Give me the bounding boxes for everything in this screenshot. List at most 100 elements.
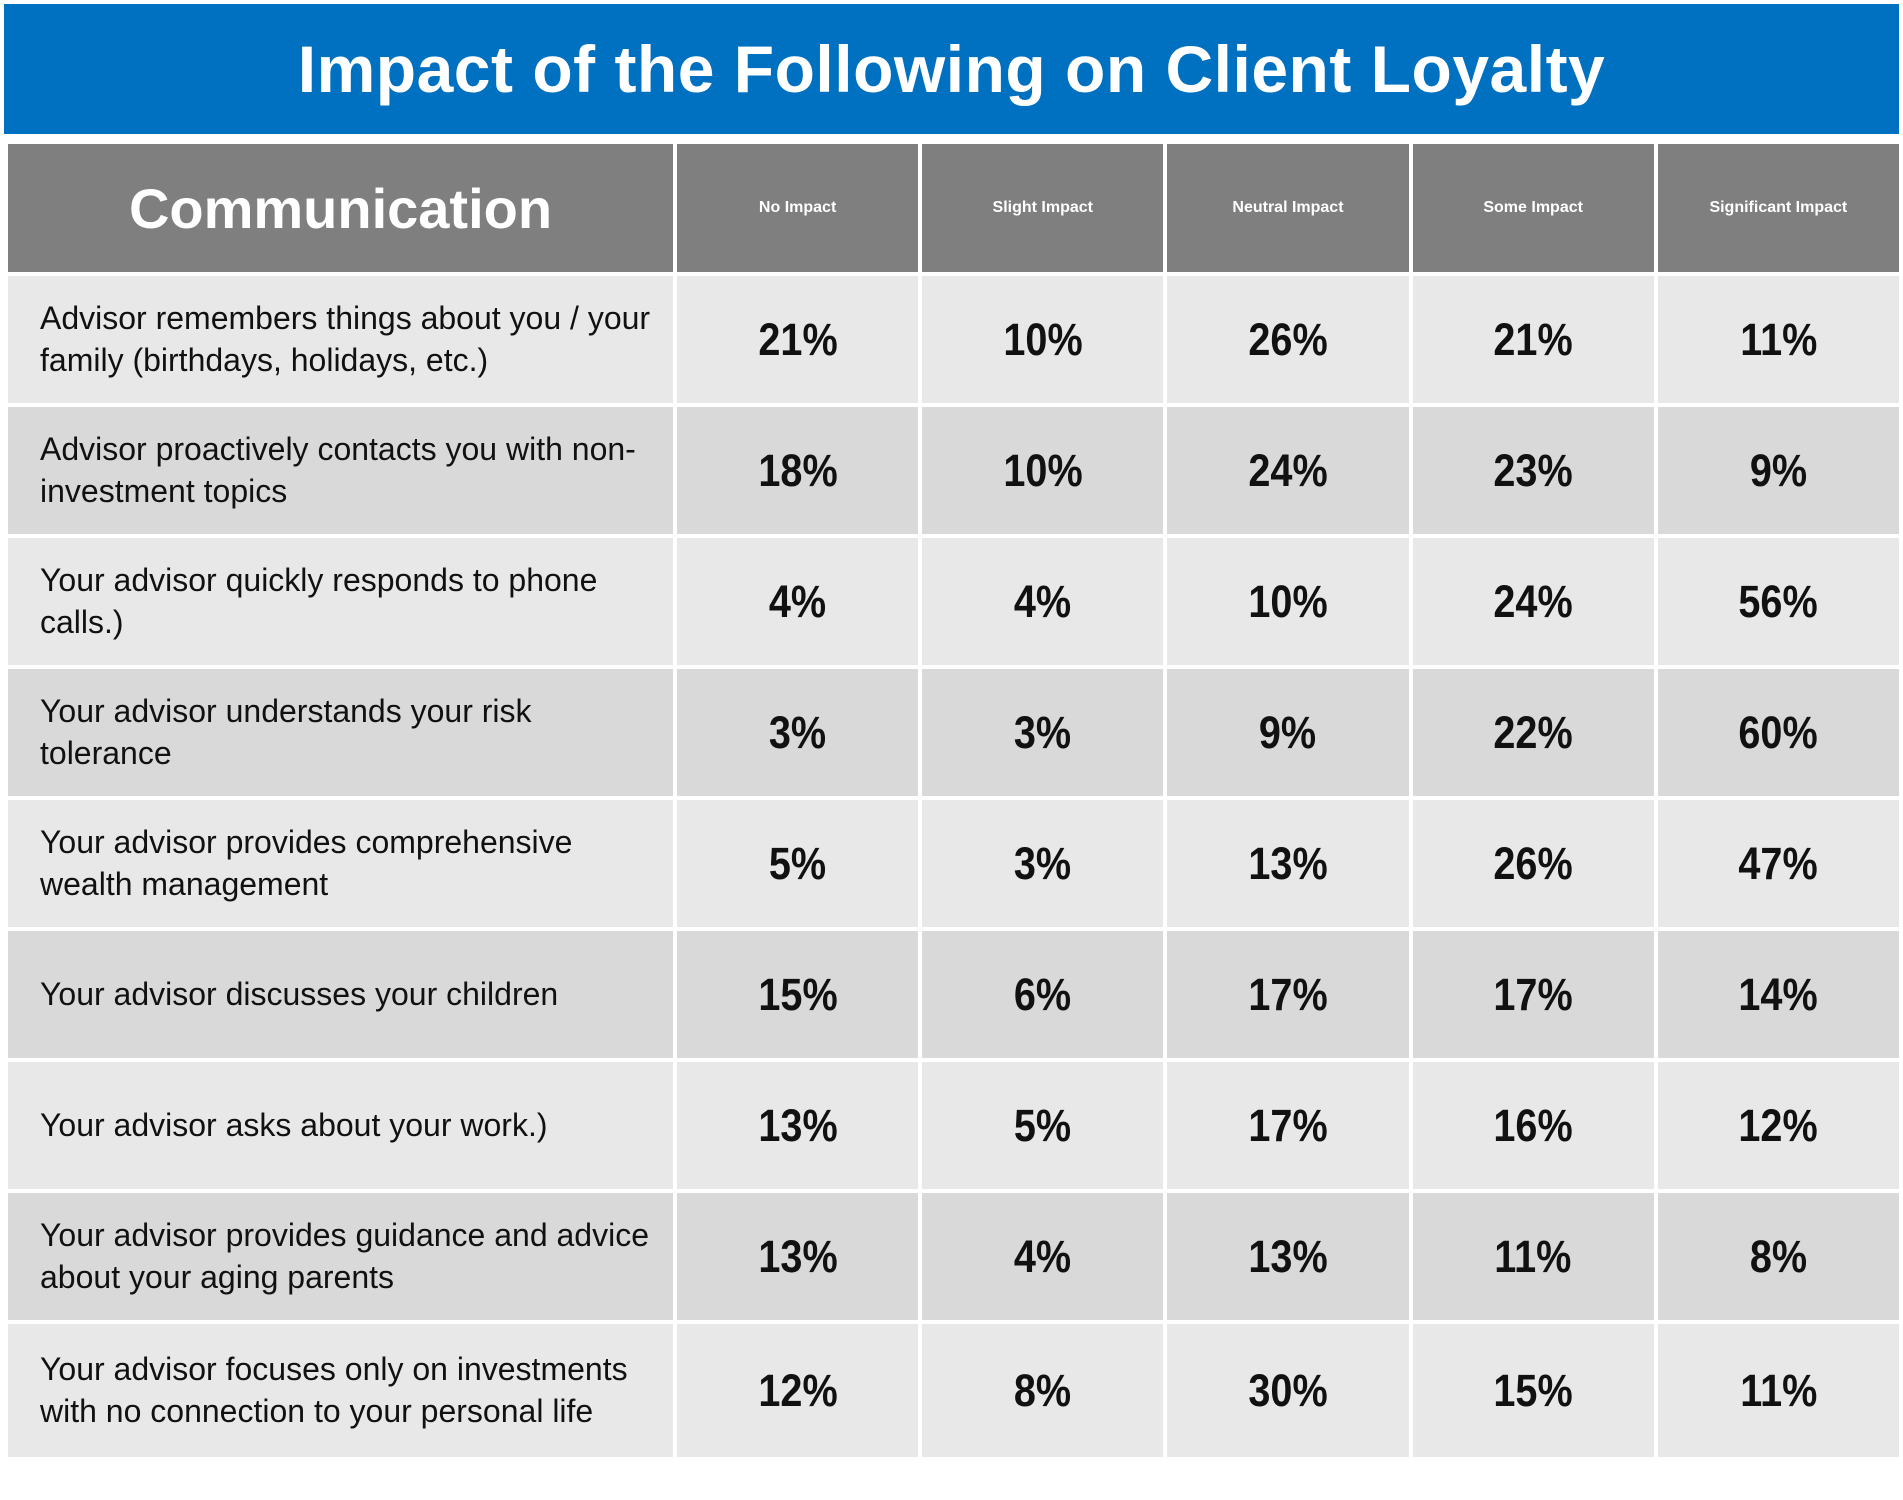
value-label: 17% [1248, 1099, 1328, 1151]
loyalty-table: Communication No Impact Slight Impact Ne… [4, 140, 1903, 1461]
value-label: 8% [1014, 1364, 1072, 1416]
header-label-neutral-impact: Neutral Impact [1232, 199, 1344, 216]
value-label: 3% [1014, 837, 1072, 889]
row-label: Advisor proactively contacts you with no… [4, 403, 677, 538]
header-cell-neutral-impact: Neutral Impact [1163, 140, 1413, 276]
value-cell: 3% [918, 796, 1168, 931]
value-label: 26% [1248, 313, 1328, 365]
header-communication: Communication [4, 140, 677, 276]
value-cell: 3% [918, 665, 1168, 800]
header-label-some-impact: Some Impact [1483, 199, 1583, 216]
value-label: 24% [1248, 444, 1328, 496]
value-cell: 13% [1163, 796, 1413, 931]
value-cell: 13% [1163, 1189, 1413, 1324]
value-cell: 47% [1653, 796, 1903, 931]
table-row: Advisor proactively contacts you with no… [4, 403, 1903, 538]
header-cell-slight-impact: Slight Impact [918, 140, 1168, 276]
value-cell: 22% [1408, 665, 1658, 800]
header-cell-some-impact: Some Impact [1408, 140, 1658, 276]
value-label: 5% [768, 837, 827, 889]
value-label: 9% [1259, 706, 1317, 758]
value-label: 11% [1494, 1230, 1572, 1282]
value-label: 11% [1739, 1364, 1817, 1416]
table-row: Your advisor understands your risk toler… [4, 665, 1903, 800]
value-cell: 17% [1163, 927, 1413, 1062]
value-cell: 18% [672, 403, 923, 538]
table-row: Your advisor provides guidance and advic… [4, 1189, 1903, 1324]
value-cell: 11% [1408, 1189, 1658, 1324]
value-cell: 10% [1163, 534, 1413, 669]
table-row: Your advisor focuses only on investments… [4, 1320, 1903, 1461]
value-label: 13% [757, 1099, 838, 1151]
value-cell: 17% [1163, 1058, 1413, 1193]
value-cell: 8% [918, 1320, 1168, 1461]
value-cell: 5% [918, 1058, 1168, 1193]
value-label: 47% [1738, 837, 1818, 889]
value-label: 12% [757, 1364, 838, 1416]
value-label: 9% [1749, 444, 1807, 496]
value-cell: 13% [672, 1058, 923, 1193]
value-label: 22% [1493, 706, 1573, 758]
value-cell: 23% [1408, 403, 1658, 538]
row-label: Advisor remembers things about you / you… [4, 272, 677, 407]
title-bar: Impact of the Following on Client Loyalt… [4, 4, 1899, 134]
value-label: 10% [1003, 444, 1083, 496]
header-label-no-impact: No Impact [758, 199, 837, 216]
value-cell: 15% [672, 927, 923, 1062]
value-cell: 13% [672, 1189, 923, 1324]
value-cell: 11% [1653, 272, 1903, 407]
value-label: 23% [1493, 444, 1573, 496]
chart-title: Impact of the Following on Client Loyalt… [297, 32, 1606, 106]
value-label: 4% [1014, 1230, 1072, 1282]
row-label: Your advisor quickly responds to phone c… [4, 534, 677, 669]
value-cell: 24% [1408, 534, 1658, 669]
value-label: 5% [1014, 1099, 1072, 1151]
value-label: 16% [1493, 1099, 1573, 1151]
value-label: 56% [1738, 575, 1818, 627]
value-label: 6% [1014, 968, 1072, 1020]
table-row: Your advisor asks about your work.) 13% 5%… [4, 1058, 1903, 1193]
value-label: 11% [1739, 313, 1817, 365]
row-label: Your advisor focuses only on investments… [4, 1320, 677, 1461]
value-label: 60% [1738, 706, 1818, 758]
value-label: 13% [1248, 837, 1328, 889]
row-label: Your advisor provides comprehensive weal… [4, 796, 677, 931]
value-cell: 21% [1408, 272, 1658, 407]
value-cell: 11% [1653, 1320, 1903, 1461]
value-cell: 24% [1163, 403, 1413, 538]
value-label: 13% [1248, 1230, 1328, 1282]
header-label-slight-impact: Slight Impact [992, 199, 1093, 216]
value-label: 17% [1248, 968, 1328, 1020]
value-cell: 14% [1653, 927, 1903, 1062]
row-label: Your advisor understands your risk toler… [4, 665, 677, 800]
value-cell: 12% [672, 1320, 923, 1461]
value-cell: 17% [1408, 927, 1658, 1062]
table-row: Advisor remembers things about you / you… [4, 272, 1903, 407]
value-cell: 8% [1653, 1189, 1903, 1324]
value-cell: 9% [1653, 403, 1903, 538]
chart-frame: Impact of the Following on Client Loyalt… [4, 4, 1903, 1461]
value-cell: 12% [1653, 1058, 1903, 1193]
value-cell: 26% [1163, 272, 1413, 407]
value-label: 26% [1493, 837, 1573, 889]
value-label: 13% [757, 1230, 838, 1282]
value-label: 4% [768, 575, 827, 627]
value-label: 17% [1493, 968, 1573, 1020]
value-cell: 30% [1163, 1320, 1413, 1461]
value-cell: 10% [918, 403, 1168, 538]
value-label: 4% [1014, 575, 1072, 627]
value-cell: 60% [1653, 665, 1903, 800]
value-cell: 6% [918, 927, 1168, 1062]
header-label-significant-impact: Significant Impact [1709, 199, 1848, 216]
header-cell-significant-impact: Significant Impact [1653, 140, 1903, 276]
value-cell: 3% [672, 665, 923, 800]
value-label: 21% [757, 313, 838, 365]
value-label: 12% [1738, 1099, 1818, 1151]
header-row: Communication No Impact Slight Impact Ne… [4, 140, 1903, 276]
header-cell-no-impact: No Impact [672, 140, 923, 276]
value-label: 21% [1493, 313, 1573, 365]
value-cell: 16% [1408, 1058, 1658, 1193]
table-body: Advisor remembers things about you / you… [4, 272, 1903, 1461]
value-cell: 21% [672, 272, 923, 407]
value-label: 8% [1749, 1230, 1807, 1282]
